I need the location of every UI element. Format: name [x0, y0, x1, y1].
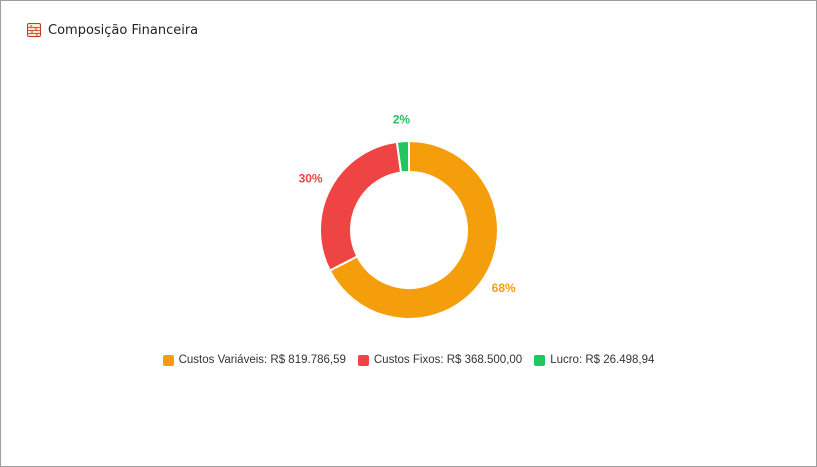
slice-percent-label: 30%: [299, 172, 323, 186]
donut-slice-custos-variaveis[interactable]: [328, 139, 499, 320]
chart-title: Composição Financeira: [48, 22, 199, 38]
legend-item[interactable]: Lucro: R$ 26.498,94: [534, 354, 654, 366]
donut-slice-lucro[interactable]: [395, 139, 410, 174]
chart-legend: Custos Variáveis: R$ 819.786,59 Custos Fi…: [1, 354, 816, 366]
legend-item[interactable]: Custos Fixos: R$ 368.500,00: [357, 354, 523, 366]
legend-swatch: [162, 354, 174, 366]
legend-label: Lucro: R$ 26.498,94: [550, 354, 655, 366]
donut-slice-custos-fixos[interactable]: [319, 140, 403, 272]
legend-label: Custos Fixos: R$ 368.500,00: [373, 354, 523, 366]
slice-percent-label: 68%: [492, 281, 516, 295]
legend-label: Custos Variáveis: R$ 819.786,59: [178, 354, 346, 366]
legend-item[interactable]: Custos Variáveis: R$ 819.786,59: [162, 354, 346, 366]
abacus-icon: [27, 23, 41, 37]
slice-percent-label: 2%: [393, 112, 411, 126]
legend-swatch: [534, 354, 546, 366]
card-header: Composição Financeira: [27, 20, 198, 40]
legend-swatch: [357, 354, 369, 366]
